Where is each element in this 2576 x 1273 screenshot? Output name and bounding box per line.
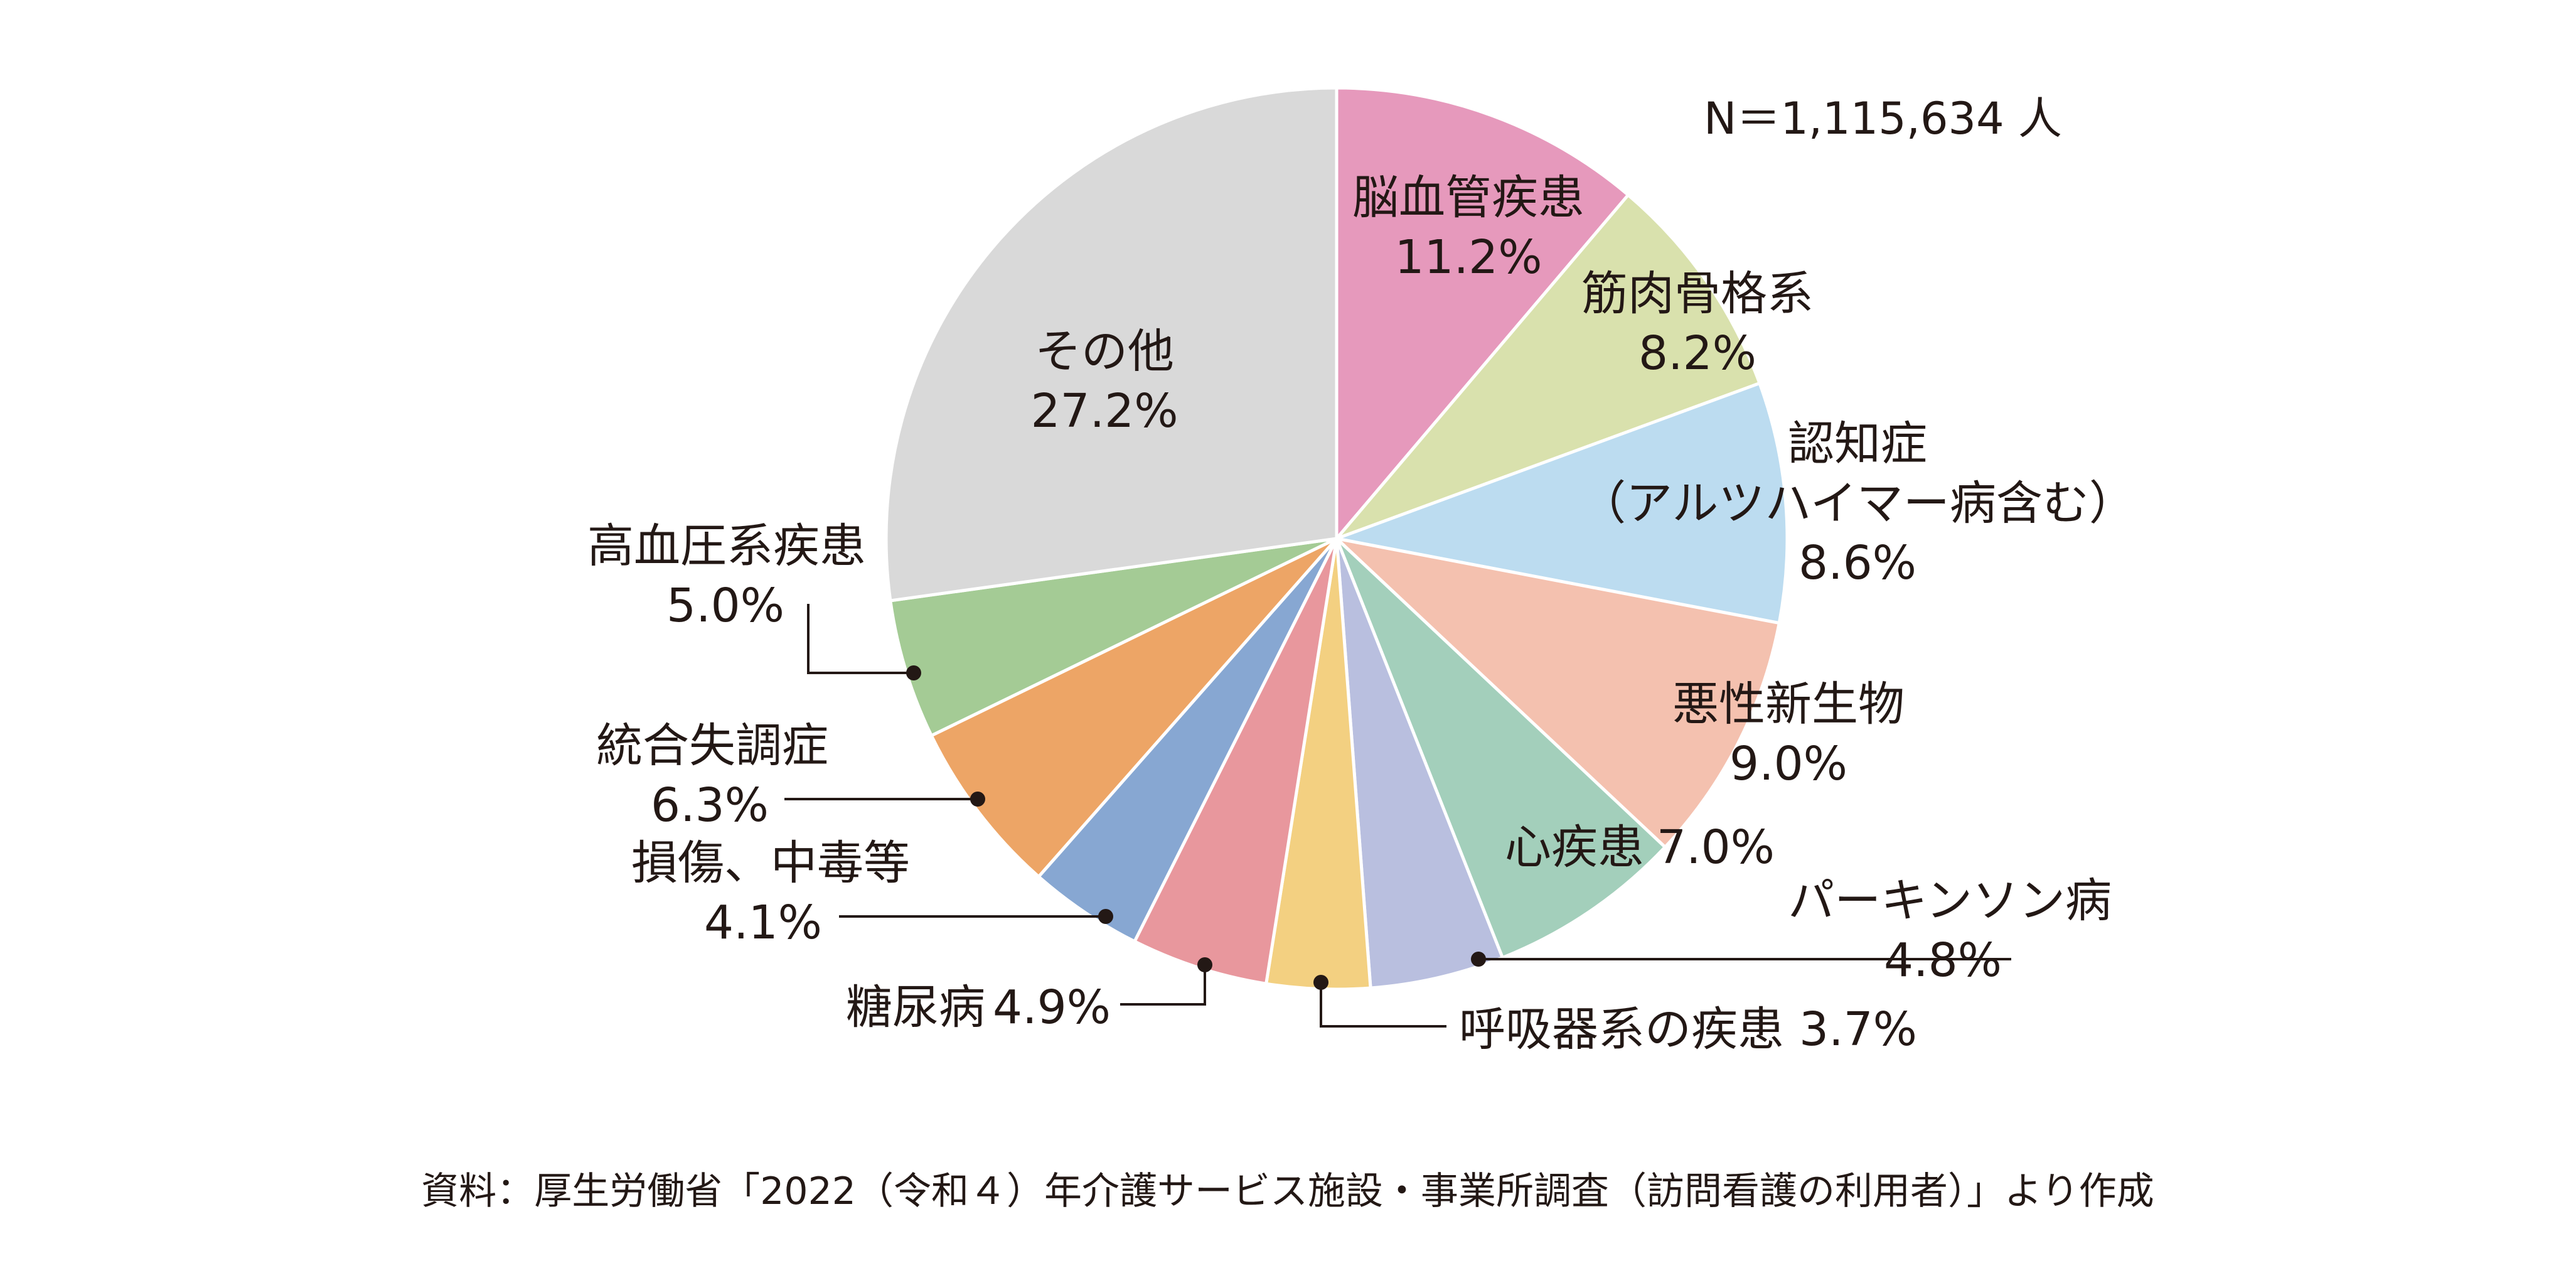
slice-label-name: その他 xyxy=(1035,325,1174,379)
slice-label-value: 4.1% xyxy=(704,896,822,950)
pie-slice xyxy=(929,537,1339,879)
slice-label-value: 8.2% xyxy=(1638,326,1756,380)
pie-slice xyxy=(1335,382,1789,625)
slice-label-value: 4.8% xyxy=(1884,933,2002,987)
slice-label-name: 心疾患 xyxy=(1505,820,1644,874)
slice-label-name: 悪性新生物 xyxy=(1672,677,1905,731)
slice-label-name: （アルツハイマー病含む） xyxy=(1579,476,2135,530)
leader-dot xyxy=(970,792,985,807)
source-note: 資料：厚生労働省「2022（令和４）年介護サービス施設・事業所調査（訪問看護の利… xyxy=(421,1169,2154,1213)
slice-label-value: 8.6% xyxy=(1798,536,1916,590)
pie-slice xyxy=(889,537,1339,738)
slice-label-value: 4.9% xyxy=(993,980,1111,1034)
slice-label-value: 3.7% xyxy=(1799,1002,1917,1056)
pie-slice xyxy=(1037,537,1339,943)
slice-label-value: 5.0% xyxy=(666,579,784,633)
slice-label-name: 筋肉骨格系 xyxy=(1581,267,1814,321)
slice-label-name: 脳血管疾患 xyxy=(1352,171,1585,225)
pie-slice xyxy=(1335,537,1781,849)
leader-dot xyxy=(1313,975,1328,990)
leader-dot xyxy=(1471,952,1486,967)
slice-label-name: 統合失調症 xyxy=(596,719,828,773)
slice-label-name: 高血圧系疾患 xyxy=(587,519,866,573)
slice-label-name: 呼吸器系の疾患 xyxy=(1459,1002,1784,1056)
slice-label-value: 9.0% xyxy=(1729,737,1847,791)
pie-slice xyxy=(884,86,1339,603)
slice-label-value: 27.2% xyxy=(1030,384,1178,438)
pie-slice xyxy=(1335,537,1667,960)
chart-note: N＝1,115,634 人 xyxy=(1704,93,2062,144)
pie-slices xyxy=(884,86,1789,991)
pie-slice xyxy=(1335,193,1761,540)
slice-label-value: 11.2% xyxy=(1394,230,1542,284)
slice-label-name: パーキンソン病 xyxy=(1788,874,2112,928)
slice-label-value: 6.3% xyxy=(651,778,769,832)
leader-line xyxy=(807,604,914,674)
slice-label-name: 認知症 xyxy=(1788,417,1927,471)
slice-label-name: 損傷、中毒等 xyxy=(631,836,910,890)
leader-dot xyxy=(1098,909,1113,924)
slice-label-name: 糖尿病 xyxy=(846,980,985,1034)
leader-dot xyxy=(1197,957,1212,972)
leader-lines xyxy=(784,604,2011,1028)
leader-line xyxy=(1120,965,1206,1006)
leader-dot xyxy=(906,665,921,680)
slice-label-value: 7.0% xyxy=(1657,820,1775,874)
pie-slice xyxy=(1335,86,1630,540)
leader-line xyxy=(1320,982,1446,1028)
